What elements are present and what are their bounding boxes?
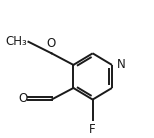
Text: CH₃: CH₃	[5, 35, 27, 48]
Text: O: O	[46, 37, 56, 50]
Text: O: O	[19, 92, 28, 105]
Text: N: N	[117, 58, 126, 71]
Text: F: F	[89, 123, 96, 136]
